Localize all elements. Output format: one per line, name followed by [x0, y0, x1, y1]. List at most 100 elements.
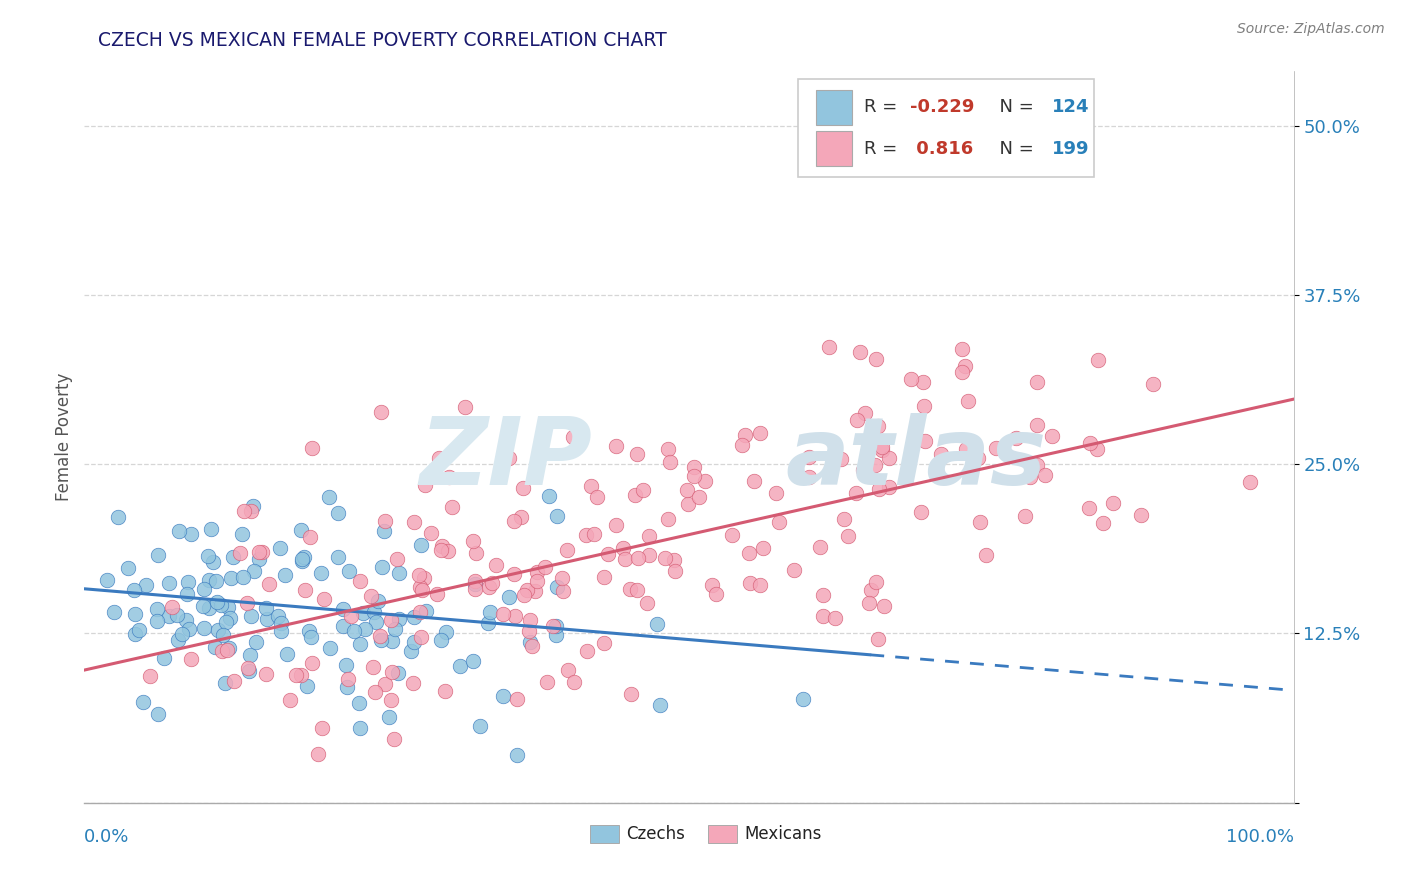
Point — [536, 675, 558, 690]
Point — [664, 564, 686, 578]
Point — [157, 609, 180, 624]
Point — [658, 455, 681, 469]
Point — [170, 626, 193, 640]
Point — [623, 487, 645, 501]
Point — [402, 515, 425, 529]
Point — [103, 606, 125, 620]
Point — [205, 595, 228, 609]
Point — [637, 529, 659, 543]
Point — [430, 633, 453, 648]
Text: atlas: atlas — [786, 413, 1047, 505]
Point — [464, 576, 486, 591]
Point — [301, 442, 323, 456]
Point — [464, 546, 486, 560]
Point — [256, 612, 278, 626]
Point — [811, 588, 834, 602]
Point — [124, 627, 146, 641]
Point — [492, 607, 515, 621]
Point — [449, 659, 471, 673]
Point — [160, 599, 183, 614]
Point — [291, 552, 314, 566]
Point — [354, 622, 377, 636]
Point — [415, 604, 437, 618]
Point — [650, 698, 672, 713]
Point — [929, 447, 952, 461]
Point — [824, 610, 846, 624]
Point — [605, 439, 627, 453]
Point — [415, 478, 437, 492]
Point — [298, 530, 321, 544]
Point — [318, 490, 340, 504]
Point — [205, 574, 228, 589]
Point — [852, 463, 875, 477]
Point — [546, 628, 568, 642]
Point — [211, 644, 233, 658]
Point — [914, 434, 936, 448]
Text: 199: 199 — [1052, 140, 1090, 158]
Point — [845, 486, 868, 500]
Point — [238, 664, 260, 678]
Point — [332, 618, 354, 632]
Text: R =: R = — [865, 140, 903, 158]
Point — [1085, 442, 1108, 456]
Point — [481, 576, 503, 591]
Point — [132, 695, 155, 709]
Point — [586, 490, 609, 504]
Point — [858, 596, 880, 610]
Point — [352, 606, 374, 620]
Point — [546, 508, 568, 523]
Point — [721, 528, 744, 542]
Point — [349, 637, 371, 651]
Point — [193, 621, 215, 635]
Point — [135, 577, 157, 591]
Point — [224, 674, 246, 689]
Point — [1018, 469, 1040, 483]
Point — [328, 506, 350, 520]
Point — [498, 590, 520, 604]
Point — [128, 623, 150, 637]
Point — [399, 644, 422, 658]
Point — [832, 512, 855, 526]
FancyBboxPatch shape — [815, 90, 852, 125]
Text: CZECH VS MEXICAN FEMALE POVERTY CORRELATION CHART: CZECH VS MEXICAN FEMALE POVERTY CORRELAT… — [98, 31, 668, 50]
Point — [167, 524, 190, 538]
Point — [374, 677, 396, 691]
Point — [498, 451, 520, 466]
Point — [364, 684, 387, 698]
Point — [654, 550, 676, 565]
Point — [219, 611, 242, 625]
Point — [361, 660, 384, 674]
Point — [229, 546, 252, 560]
Point — [749, 578, 772, 592]
Point — [1078, 500, 1101, 515]
Point — [384, 623, 406, 637]
Point — [441, 500, 464, 515]
Point — [910, 505, 932, 519]
Point — [153, 650, 176, 665]
FancyBboxPatch shape — [815, 131, 852, 167]
Point — [430, 539, 453, 553]
Point — [231, 526, 253, 541]
Point — [388, 612, 411, 626]
Point — [676, 497, 699, 511]
Point — [546, 580, 568, 594]
Text: 124: 124 — [1052, 98, 1090, 116]
Point — [236, 661, 259, 675]
Point — [411, 582, 433, 597]
Point — [107, 509, 129, 524]
Point — [221, 549, 243, 564]
Point — [557, 663, 579, 677]
Point — [912, 375, 935, 389]
Point — [870, 442, 893, 457]
Point — [198, 573, 221, 587]
Point — [657, 512, 679, 526]
Point — [387, 666, 409, 681]
Point — [243, 564, 266, 578]
Point — [984, 441, 1007, 455]
Point — [853, 406, 876, 420]
Point — [337, 672, 360, 686]
Text: -0.229: -0.229 — [910, 98, 974, 116]
Point — [180, 527, 202, 541]
Point — [198, 601, 221, 615]
Point — [1025, 375, 1047, 389]
